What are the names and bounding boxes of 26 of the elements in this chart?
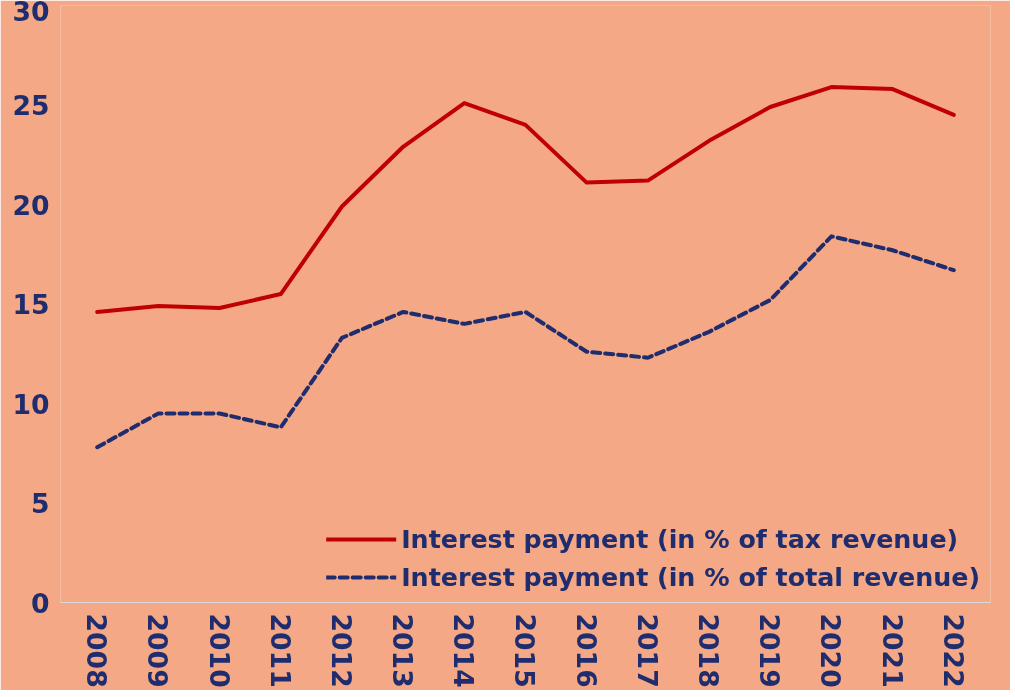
x-tick-label: 2022	[937, 613, 969, 688]
y-tick-label: 15	[12, 289, 50, 320]
line-series	[95, 85, 956, 314]
legend-label: Interest payment (in % of tax revenue)	[401, 524, 959, 554]
y-tick-label: 0	[30, 587, 50, 619]
x-tick-label: 2020	[815, 613, 847, 688]
legend-label: Interest payment (in % of total revenue)	[401, 562, 980, 592]
x-tick-label: 2012	[325, 613, 357, 688]
x-tick-label: 2008	[81, 613, 113, 688]
x-tick-label: 2018	[693, 613, 725, 688]
y-tick-label: 10	[12, 388, 50, 420]
y-tick-label: 20	[12, 189, 50, 221]
y-tick-label: 25	[12, 90, 50, 121]
x-tick-label: 2014	[448, 613, 480, 688]
y-tick-label: 30	[12, 0, 50, 27]
x-tick-label: 2011	[264, 613, 296, 688]
x-tick-label: 2021	[876, 613, 908, 688]
x-tick-label: 2009	[142, 613, 174, 688]
x-tick-label: 2013	[387, 613, 419, 688]
x-tick-label: 2017	[631, 613, 663, 688]
x-tick-label: 2010	[203, 613, 235, 688]
x-tick-label: 2015	[509, 613, 541, 688]
line-series	[95, 234, 956, 450]
x-tick-label: 2019	[754, 613, 786, 688]
x-tick-label: 2016	[570, 613, 602, 688]
y-tick-label: 5	[30, 488, 50, 519]
